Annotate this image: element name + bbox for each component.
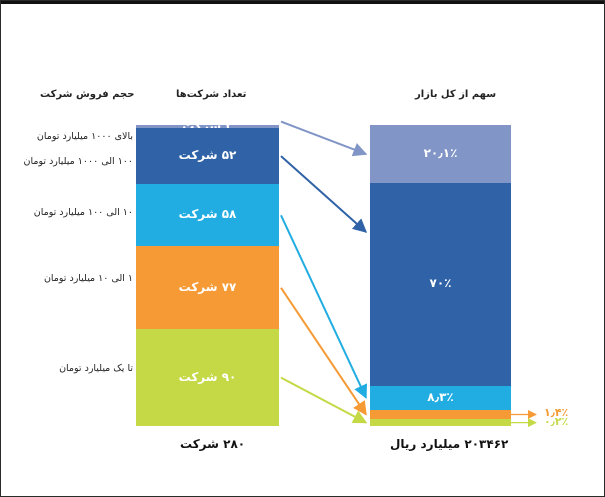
row-label-3: ۱۰ الی ۱۰۰ میلیارد تومان [33, 207, 133, 218]
share-segment-3 [370, 385, 511, 410]
flow-arrow-3 [280, 214, 368, 399]
flow-arrow-5 [280, 376, 368, 424]
market-share-total: ۲۰۳۴۶۲ میلیارد ریال [390, 437, 509, 451]
count-label-2: ۵۲ شرکت [178, 148, 237, 163]
header-sales-volume: حجم فروش شرکت [40, 89, 135, 100]
share-segment-1 [370, 125, 511, 184]
share-label-5: ۰٫۲٪ [544, 414, 569, 428]
count-segment-4 [136, 246, 279, 330]
flow-arrow-4 [280, 287, 367, 416]
header-market-share: سهم از کل بازار [415, 89, 497, 100]
share-segment-4 [370, 409, 511, 420]
share-label-4: ۱٫۴٪ [544, 406, 569, 420]
share-label-3: ۸٫۳٪ [427, 389, 454, 404]
share-segment-2 [370, 183, 511, 386]
company-count-total: ۲۸۰ شرکت [180, 437, 246, 451]
share-label-1: ۲۰٫۱٪ [423, 146, 458, 161]
count-segment-1 [136, 125, 279, 129]
count-label-5: ۹۰ شرکت [178, 369, 237, 384]
count-segment-2 [136, 128, 279, 185]
header-company-count: تعداد شرکت‌ها [176, 89, 247, 100]
flow-arrow-1 [280, 120, 368, 157]
count-segment-5 [136, 329, 279, 426]
count-label-3: ۵۸ شرکت [178, 207, 237, 222]
count-segment-3 [136, 184, 279, 247]
share-segment-5 [370, 419, 511, 426]
count-label-4: ۷۷ شرکت [178, 279, 237, 294]
row-label-1: بالای ۱۰۰۰ میلیارد تومان [36, 131, 133, 142]
row-label-5: تا یک میلیارد تومان [59, 363, 133, 374]
row-label-2: ۱۰۰ الی ۱۰۰۰ میلیارد تومان [23, 156, 133, 167]
flow-arrow-2 [280, 155, 368, 233]
top-border [0, 0, 605, 4]
row-label-4: ۱ الی ۱۰ میلیارد تومان [43, 273, 133, 284]
share-label-2: ۷۰٪ [429, 276, 452, 291]
